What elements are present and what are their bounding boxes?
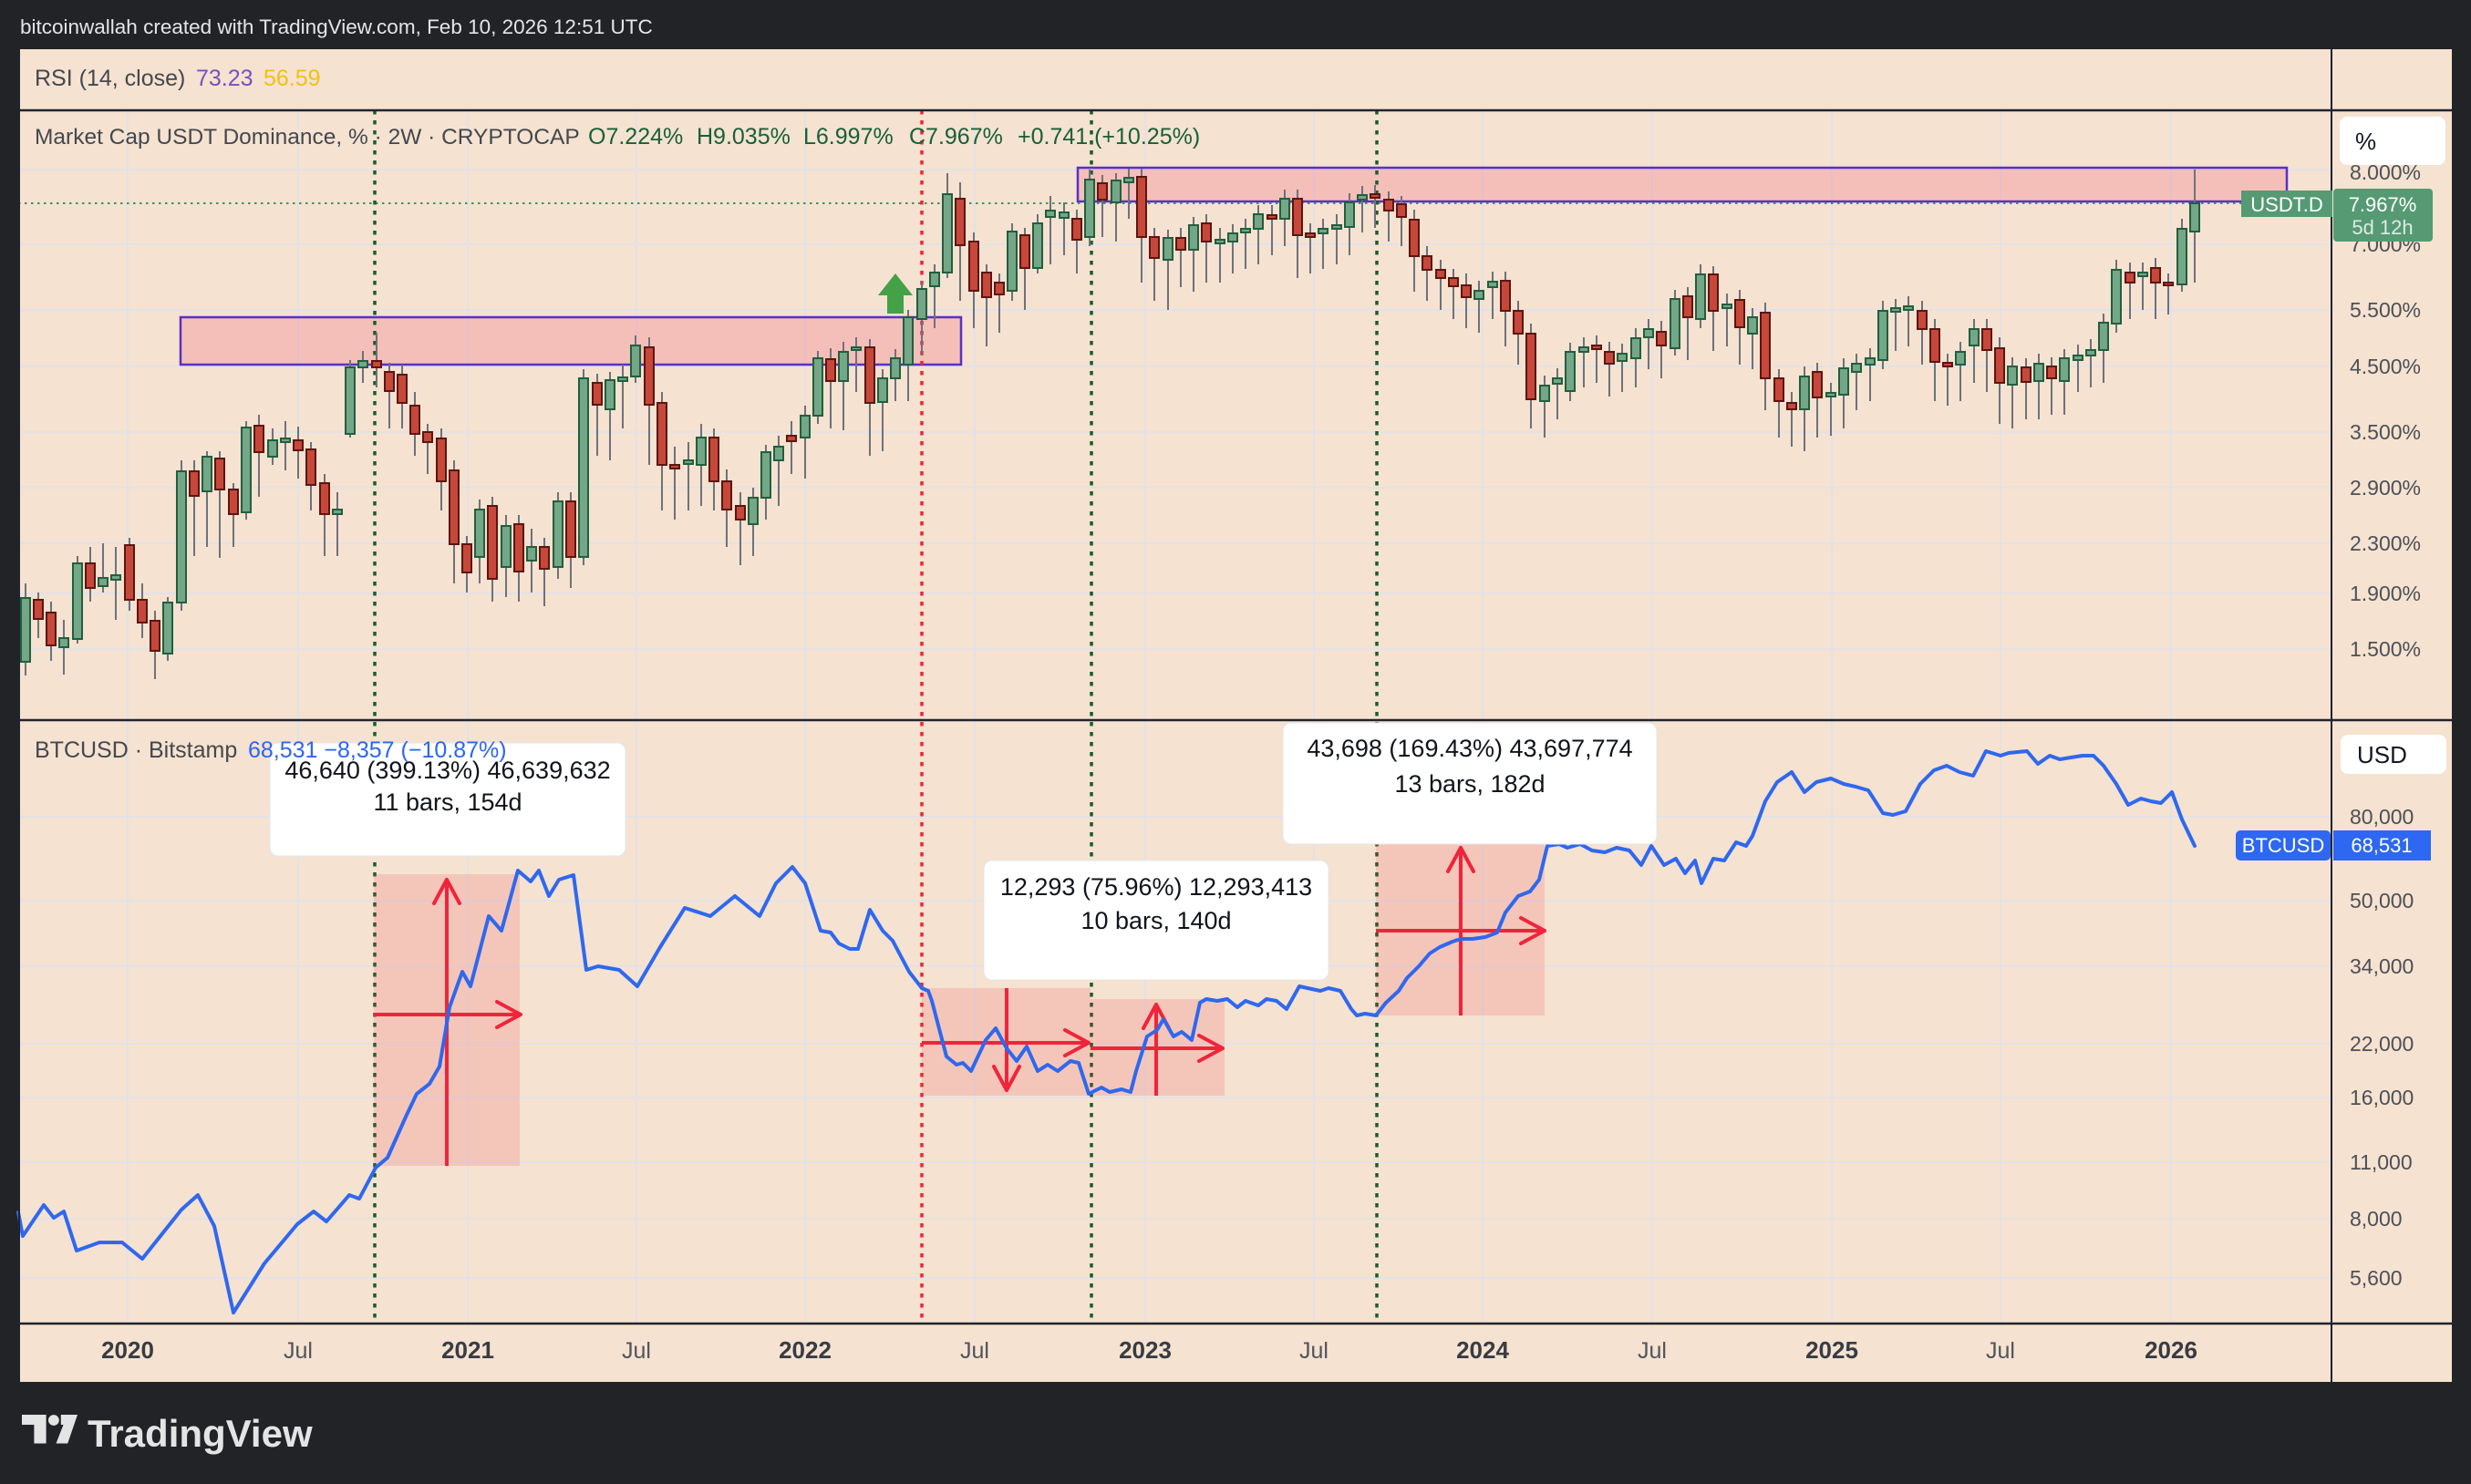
svg-text:Jul: Jul (960, 1338, 989, 1364)
svg-text:68,531 −8,357 (−10.87%): 68,531 −8,357 (−10.87%) (248, 737, 507, 763)
svg-text:Jul: Jul (284, 1338, 313, 1364)
svg-text:13 bars, 182d: 13 bars, 182d (1394, 770, 1545, 798)
svg-text:Jul: Jul (1638, 1338, 1667, 1364)
svg-text:2026: 2026 (2145, 1336, 2197, 1364)
svg-text:34,000: 34,000 (2350, 954, 2414, 978)
svg-text:10 bars, 140d: 10 bars, 140d (1080, 907, 1231, 934)
svg-text:73.23: 73.23 (196, 66, 253, 91)
svg-text:5.500%: 5.500% (2350, 298, 2421, 322)
svg-text:80,000: 80,000 (2350, 805, 2414, 829)
svg-text:H9.035%: H9.035% (697, 124, 791, 149)
svg-text:16,000: 16,000 (2350, 1086, 2414, 1109)
svg-text:12,293 (75.96%) 12,293,413: 12,293 (75.96%) 12,293,413 (1000, 873, 1312, 901)
svg-text:bitcoinwallah created with Tra: bitcoinwallah created with TradingView.c… (20, 15, 653, 38)
svg-text:4.500%: 4.500% (2350, 355, 2421, 378)
svg-text:L6.997%: L6.997% (803, 124, 894, 149)
svg-text:USD: USD (2357, 741, 2407, 768)
svg-text:68,531: 68,531 (2351, 834, 2412, 857)
svg-text:22,000: 22,000 (2350, 1032, 2414, 1056)
svg-text:Market Cap USDT Dominance, % ·: Market Cap USDT Dominance, % · 2W · CRYP… (35, 125, 580, 149)
svg-text:Jul: Jul (622, 1338, 651, 1364)
svg-text:50,000: 50,000 (2350, 889, 2414, 912)
svg-text:BTCUSD · Bitstamp: BTCUSD · Bitstamp (35, 737, 237, 763)
svg-text:11,000: 11,000 (2350, 1150, 2413, 1174)
svg-text:1.500%: 1.500% (2350, 637, 2421, 661)
svg-text:1.900%: 1.900% (2350, 582, 2421, 605)
svg-text:Jul: Jul (1986, 1338, 2015, 1364)
svg-text:7.967%: 7.967% (2349, 193, 2417, 216)
svg-text:2024: 2024 (1456, 1336, 1509, 1364)
svg-text:BTCUSD: BTCUSD (2242, 834, 2324, 857)
svg-text:2.300%: 2.300% (2350, 531, 2421, 555)
svg-text:2021: 2021 (441, 1336, 494, 1364)
svg-text:2023: 2023 (1119, 1336, 1172, 1364)
svg-text:3.500%: 3.500% (2350, 420, 2421, 444)
svg-text:2.900%: 2.900% (2350, 476, 2421, 500)
svg-text:5,600: 5,600 (2350, 1266, 2403, 1290)
svg-text:43,698 (169.43%) 43,697,774: 43,698 (169.43%) 43,697,774 (1307, 735, 1632, 762)
svg-text:C7.967%: C7.967% (909, 124, 1003, 149)
svg-text:USDT.D: USDT.D (2250, 193, 2322, 216)
svg-text:+0.741 (+10.25%): +0.741 (+10.25%) (1018, 124, 1200, 149)
svg-text:RSI (14, close): RSI (14, close) (35, 66, 185, 91)
svg-text:2025: 2025 (1805, 1336, 1858, 1364)
svg-text:8,000: 8,000 (2350, 1207, 2403, 1231)
svg-text:Jul: Jul (1299, 1338, 1329, 1364)
svg-text:%: % (2355, 128, 2376, 155)
svg-text:2020: 2020 (101, 1336, 154, 1364)
svg-text:TradingView: TradingView (88, 1412, 313, 1455)
svg-text:56.59: 56.59 (264, 66, 321, 91)
svg-text:5d 12h: 5d 12h (2352, 216, 2413, 239)
svg-text:O7.224%: O7.224% (588, 124, 683, 149)
svg-text:2022: 2022 (779, 1336, 832, 1364)
svg-text:46,640 (399.13%) 46,639,632: 46,640 (399.13%) 46,639,632 (284, 757, 610, 784)
svg-text:11 bars, 154d: 11 bars, 154d (373, 788, 522, 816)
